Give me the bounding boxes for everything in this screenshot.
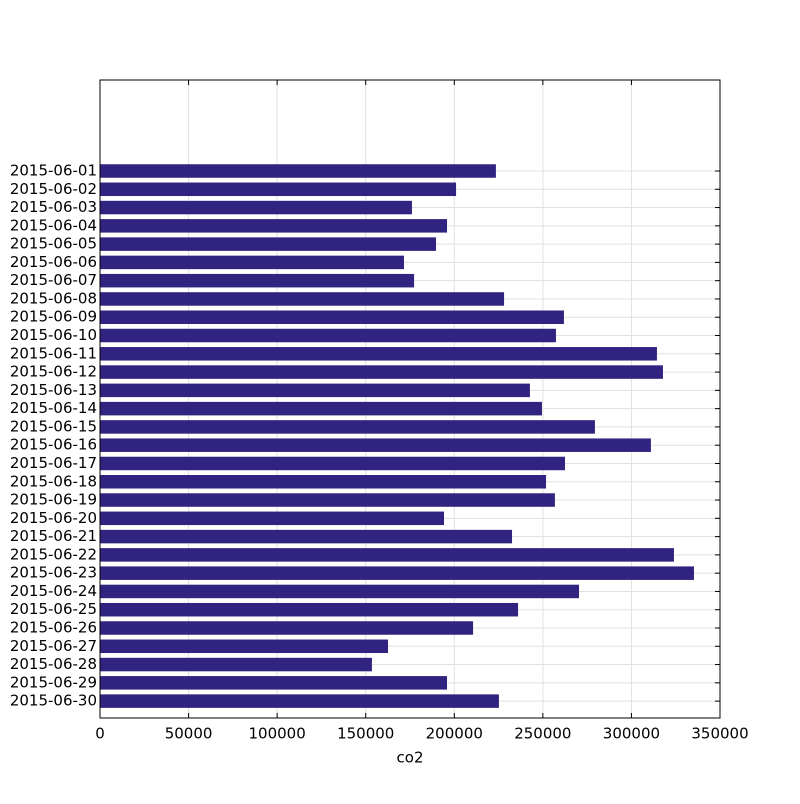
y-tick-label: 2015-06-24 <box>10 582 97 600</box>
x-tick-label: 150000 <box>337 725 394 743</box>
y-tick-label: 2015-06-06 <box>10 253 97 271</box>
bar <box>100 493 555 507</box>
x-tick-label: 250000 <box>514 725 571 743</box>
y-tick-label: 2015-06-02 <box>10 180 97 198</box>
y-tick-label: 2015-06-21 <box>10 527 97 545</box>
y-tick-label: 2015-06-04 <box>10 216 97 234</box>
bar <box>100 292 505 306</box>
bar <box>100 566 694 580</box>
bar <box>100 529 513 544</box>
y-tick-label: 2015-06-08 <box>10 289 97 307</box>
bar <box>100 602 519 617</box>
y-tick-label: 2015-06-18 <box>10 472 97 490</box>
bar <box>100 475 547 489</box>
bar <box>100 182 457 197</box>
x-tick-label: 300000 <box>603 725 660 743</box>
x-tick-label: 50000 <box>165 725 213 743</box>
y-tick-label: 2015-06-13 <box>10 381 97 399</box>
bar <box>100 456 565 471</box>
y-tick-label: 2015-06-10 <box>10 326 97 344</box>
bar <box>100 438 651 452</box>
bar <box>100 420 595 434</box>
x-tick-label: 200000 <box>426 725 483 743</box>
y-tick-label: 2015-06-29 <box>10 673 97 691</box>
y-tick-label: 2015-06-23 <box>10 564 97 582</box>
bar <box>100 237 437 251</box>
bar <box>100 200 412 215</box>
y-tick-label: 2015-06-19 <box>10 491 97 509</box>
bar <box>100 328 556 343</box>
y-tick-label: 2015-06-26 <box>10 619 97 637</box>
bar <box>100 383 530 398</box>
bar <box>100 273 415 288</box>
y-tick-label: 2015-06-16 <box>10 436 97 454</box>
y-tick-label: 2015-06-07 <box>10 271 97 289</box>
y-tick-label: 2015-06-27 <box>10 637 97 655</box>
x-tick-label: 0 <box>95 725 105 743</box>
bar <box>100 255 404 270</box>
y-tick-label: 2015-06-12 <box>10 363 97 381</box>
y-tick-label: 2015-06-20 <box>10 509 97 527</box>
bar <box>100 639 389 654</box>
y-tick-label: 2015-06-14 <box>10 399 97 417</box>
bar <box>100 164 496 178</box>
x-tick-label: 350000 <box>691 725 748 743</box>
y-tick-label: 2015-06-28 <box>10 655 97 673</box>
bar <box>100 584 579 599</box>
bar <box>100 548 674 562</box>
bar <box>100 511 445 526</box>
y-tick-label: 2015-06-09 <box>10 308 97 326</box>
bar <box>100 694 499 708</box>
bar <box>100 219 448 233</box>
x-axis-label: co2 <box>397 749 424 767</box>
y-tick-label: 2015-06-30 <box>10 692 97 710</box>
y-tick-label: 2015-06-01 <box>10 162 97 180</box>
bar <box>100 676 448 690</box>
y-tick-label: 2015-06-05 <box>10 235 97 253</box>
bar <box>100 310 564 324</box>
plot-frame <box>99 79 721 719</box>
y-tick-label: 2015-06-11 <box>10 344 97 362</box>
y-tick-label: 2015-06-25 <box>10 600 97 618</box>
y-tick-label: 2015-06-15 <box>10 417 97 435</box>
bar <box>100 365 663 379</box>
y-tick-label: 2015-06-17 <box>10 454 97 472</box>
bar <box>100 401 542 416</box>
bar <box>100 347 657 361</box>
x-tick-label: 100000 <box>249 725 306 743</box>
y-tick-label: 2015-06-03 <box>10 198 97 216</box>
bar <box>100 621 474 635</box>
bar <box>100 657 372 672</box>
y-tick-label: 2015-06-22 <box>10 545 97 563</box>
